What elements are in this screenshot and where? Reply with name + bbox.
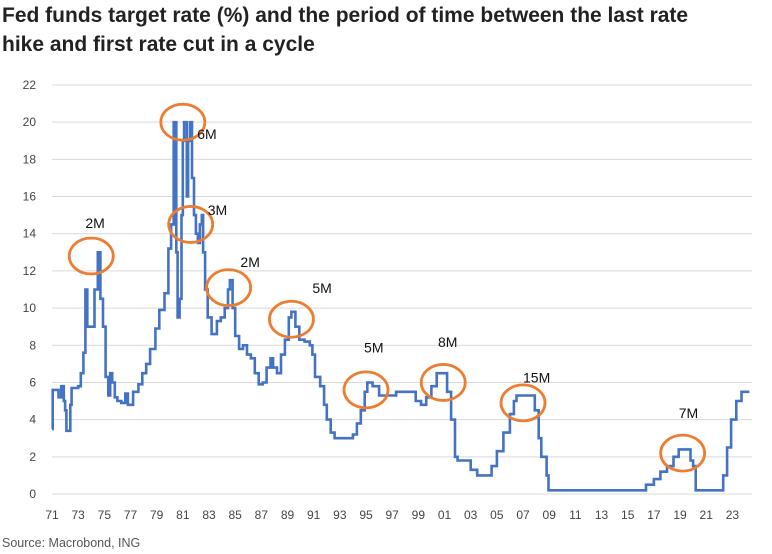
y-tick-label-4: 4 xyxy=(29,413,36,427)
annotation-circle-7m-8 xyxy=(659,433,707,473)
x-tick-label-89: 89 xyxy=(281,508,295,522)
annotation-label-2m-3: 2M xyxy=(240,254,259,270)
annotation-label-7m-8: 7M xyxy=(679,405,698,421)
x-tick-label-87: 87 xyxy=(255,508,269,522)
x-tick-label-73: 73 xyxy=(71,508,85,522)
y-tick-label-12: 12 xyxy=(23,264,37,278)
x-tick-label-15: 15 xyxy=(621,508,635,522)
x-tick-label-07: 07 xyxy=(516,508,530,522)
y-tick-label-8: 8 xyxy=(29,338,36,352)
x-tick-label-97: 97 xyxy=(386,508,400,522)
x-tick-label-79: 79 xyxy=(150,508,164,522)
x-tick-label-19: 19 xyxy=(673,508,687,522)
x-tick-label-09: 09 xyxy=(543,508,557,522)
x-tick-label-13: 13 xyxy=(595,508,609,522)
x-tick-label-83: 83 xyxy=(202,508,216,522)
x-tick-label-93: 93 xyxy=(333,508,347,522)
y-tick-label-6: 6 xyxy=(29,375,36,389)
y-tick-label-22: 22 xyxy=(23,78,37,92)
annotation-circle-2m-0 xyxy=(67,236,115,276)
annotation-circle-5m-5 xyxy=(342,370,390,410)
chart-title: Fed funds target rate (%) and the period… xyxy=(2,1,770,59)
annotation-label-8m-6: 8M xyxy=(438,334,457,350)
annotation-label-2m-0: 2M xyxy=(85,215,104,231)
annotation-label-3m-2: 3M xyxy=(208,202,227,218)
x-tick-label-77: 77 xyxy=(124,508,138,522)
x-tick-label-81: 81 xyxy=(176,508,190,522)
annotation-label-15m-7: 15M xyxy=(523,369,550,385)
y-tick-label-0: 0 xyxy=(29,487,36,501)
y-tick-label-2: 2 xyxy=(29,450,36,464)
chart-annotations: 2M 6M 3M 2M 5M 5M 8M 15M 7M xyxy=(67,102,707,473)
annotation-circle-15m-7 xyxy=(499,383,547,423)
x-tick-label-23: 23 xyxy=(726,508,740,522)
x-tick-label-85: 85 xyxy=(228,508,242,522)
y-tick-label-20: 20 xyxy=(23,115,37,129)
annotation-label-6m-1: 6M xyxy=(197,126,216,142)
annotation-circle-2m-3 xyxy=(205,268,253,308)
x-tick-label-03: 03 xyxy=(464,508,478,522)
y-tick-label-18: 18 xyxy=(23,152,37,166)
x-tick-label-21: 21 xyxy=(700,508,714,522)
chart-source: Source: Macrobond, ING xyxy=(2,536,141,550)
chart-axes: 0 2 4 6 8 10 12 14 16 18 20 22 71 73 75 77 79 81 83 85 87 89 9… xyxy=(23,78,740,522)
y-tick-label-14: 14 xyxy=(23,227,37,241)
y-tick-label-16: 16 xyxy=(23,190,37,204)
chart-gridlines xyxy=(52,84,752,495)
x-tick-label-99: 99 xyxy=(412,508,426,522)
annotation-circle-5m-4 xyxy=(268,299,315,339)
chart-title-line-2: hike and first rate cut in a cycle xyxy=(2,33,315,56)
fed-funds-rate-line xyxy=(51,120,750,492)
x-tick-label-71: 71 xyxy=(45,508,59,522)
x-tick-label-91: 91 xyxy=(307,508,321,522)
x-tick-label-75: 75 xyxy=(98,508,112,522)
annotation-circle-8m-6 xyxy=(419,363,467,402)
chart-series xyxy=(51,120,750,492)
x-tick-label-05: 05 xyxy=(490,508,504,522)
annotation-label-5m-5: 5M xyxy=(364,340,383,356)
chart-title-line-1: Fed funds target rate (%) and the period… xyxy=(2,4,689,27)
annotation-label-5m-4: 5M xyxy=(312,280,331,296)
x-tick-label-11: 11 xyxy=(569,508,582,522)
annotation-circle-3m-2 xyxy=(167,205,215,244)
annotation-circle-6m-1 xyxy=(159,102,207,142)
x-tick-label-17: 17 xyxy=(647,508,661,522)
y-tick-label-10: 10 xyxy=(23,301,37,315)
x-tick-label-95: 95 xyxy=(359,508,373,522)
x-tick-label-01: 01 xyxy=(438,508,452,522)
